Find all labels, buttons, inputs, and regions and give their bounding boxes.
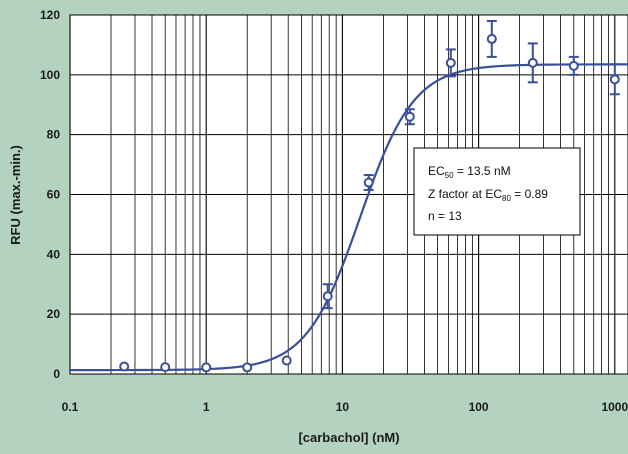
y-tick-label: 120 <box>40 8 60 22</box>
data-point <box>160 362 171 373</box>
data-point <box>609 74 620 85</box>
data-point <box>363 177 374 188</box>
y-tick-label: 0 <box>53 367 60 381</box>
x-tick-label: 100 <box>469 400 489 414</box>
x-tick-label: 1000 <box>601 400 628 414</box>
annotation-n: n = 13 <box>428 209 462 223</box>
y-axis-title: RFU (max.-min.) <box>8 145 23 245</box>
x-tick-label: 0.1 <box>62 400 79 414</box>
data-point <box>242 362 253 373</box>
data-point <box>404 111 415 122</box>
data-point <box>281 355 292 366</box>
data-point <box>527 57 538 68</box>
data-point <box>201 362 212 373</box>
data-point <box>568 60 579 71</box>
data-point <box>486 33 497 44</box>
x-tick-label: 1 <box>203 400 210 414</box>
x-tick-label: 10 <box>336 400 350 414</box>
y-tick-label: 100 <box>40 68 60 82</box>
y-tick-label: 80 <box>47 128 61 142</box>
annotation-zfactor: Z factor at EC80 = 0.89 <box>428 187 548 203</box>
annotation-box: EC50 = 13.5 nM Z factor at EC80 = 0.89 n… <box>413 147 581 236</box>
y-tick-label: 20 <box>47 307 61 321</box>
data-point <box>445 57 456 68</box>
annotation-ec50: EC50 = 13.5 nM <box>428 164 511 180</box>
gridlines <box>69 14 628 375</box>
data-point <box>322 291 333 302</box>
data-point <box>119 361 130 372</box>
y-tick-label: 60 <box>47 188 61 202</box>
data-points-layer <box>119 19 620 373</box>
tick-labels: 0 20 40 60 80 100 120 0.1 1 10 100 1000 <box>40 8 628 414</box>
x-axis-title: [carbachol] (nM) <box>298 430 399 445</box>
y-tick-label: 40 <box>47 247 61 261</box>
